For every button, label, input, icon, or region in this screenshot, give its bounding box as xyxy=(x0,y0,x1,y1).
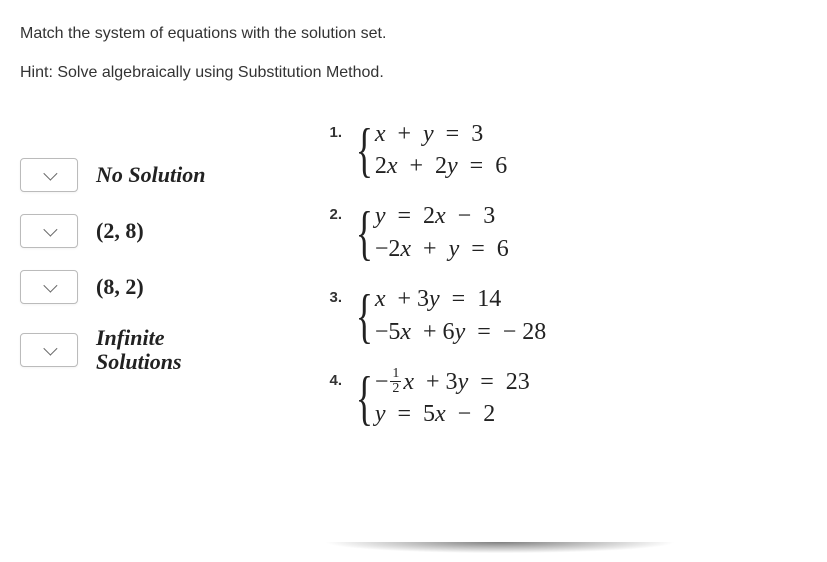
option-row-infinite: Infinite Solutions xyxy=(20,326,320,374)
dropdown-infinite[interactable] xyxy=(20,333,78,367)
option-label: No Solution xyxy=(96,163,205,187)
bottom-shadow xyxy=(250,542,750,558)
content-row: No Solution (2, 8) (8, 2) Infinite Solut… xyxy=(20,118,807,449)
instruction-line-1: Match the system of equations with the s… xyxy=(20,20,807,49)
question-number: 3. xyxy=(320,283,350,348)
instruction-line-2: Hint: Solve algebraically using Substitu… xyxy=(20,59,807,88)
question-number: 4. xyxy=(320,366,350,431)
dropdown-no-solution[interactable] xyxy=(20,158,78,192)
brace-icon: { xyxy=(356,366,373,431)
chevron-down-icon xyxy=(43,278,57,292)
chevron-down-icon xyxy=(43,222,57,236)
chevron-down-icon xyxy=(43,341,57,355)
option-label-line2: Solutions xyxy=(96,349,182,374)
equation-3a: x + 3y = 14 xyxy=(375,283,546,315)
question-number: 2. xyxy=(320,200,350,265)
option-row-2-8: (2, 8) xyxy=(20,214,320,248)
question-3: 3. { x + 3y = 14 −5x + 6y = − 28 xyxy=(320,283,807,348)
questions-column: 1. { x + y = 3 2x + 2y = 6 2. { y = 2x −… xyxy=(320,118,807,449)
fraction-numer: 1 xyxy=(390,367,401,382)
eq4a-prefix: − xyxy=(375,369,389,395)
equation-4b: y = 5x − 2 xyxy=(375,398,530,430)
question-1: 1. { x + y = 3 2x + 2y = 6 xyxy=(320,118,807,183)
options-column: No Solution (2, 8) (8, 2) Infinite Solut… xyxy=(20,118,320,449)
chevron-down-icon xyxy=(43,166,57,180)
equation-2a: y = 2x − 3 xyxy=(375,200,509,232)
brace-icon: { xyxy=(356,200,373,265)
equation-3b: −5x + 6y = − 28 xyxy=(375,316,546,348)
option-row-no-solution: No Solution xyxy=(20,158,320,192)
option-label: (8, 2) xyxy=(96,275,144,299)
equation-1b: 2x + 2y = 6 xyxy=(375,150,507,182)
brace-icon: { xyxy=(356,118,373,183)
equation-1a: x + y = 3 xyxy=(375,118,507,150)
question-number: 1. xyxy=(320,118,350,183)
option-label: Infinite Solutions xyxy=(96,326,182,374)
dropdown-2-8[interactable] xyxy=(20,214,78,248)
option-row-8-2: (8, 2) xyxy=(20,270,320,304)
question-4: 4. { −12x + 3y = 23 y = 5x − 2 xyxy=(320,366,807,431)
equation-4a: −12x + 3y = 23 xyxy=(375,366,530,398)
option-label-line1: Infinite xyxy=(96,325,164,350)
fraction-denom: 2 xyxy=(390,382,401,396)
dropdown-8-2[interactable] xyxy=(20,270,78,304)
question-2: 2. { y = 2x − 3 −2x + y = 6 xyxy=(320,200,807,265)
fraction-half: 12 xyxy=(390,367,401,396)
equation-2b: −2x + y = 6 xyxy=(375,233,509,265)
option-label: (2, 8) xyxy=(96,219,144,243)
brace-icon: { xyxy=(356,283,373,348)
